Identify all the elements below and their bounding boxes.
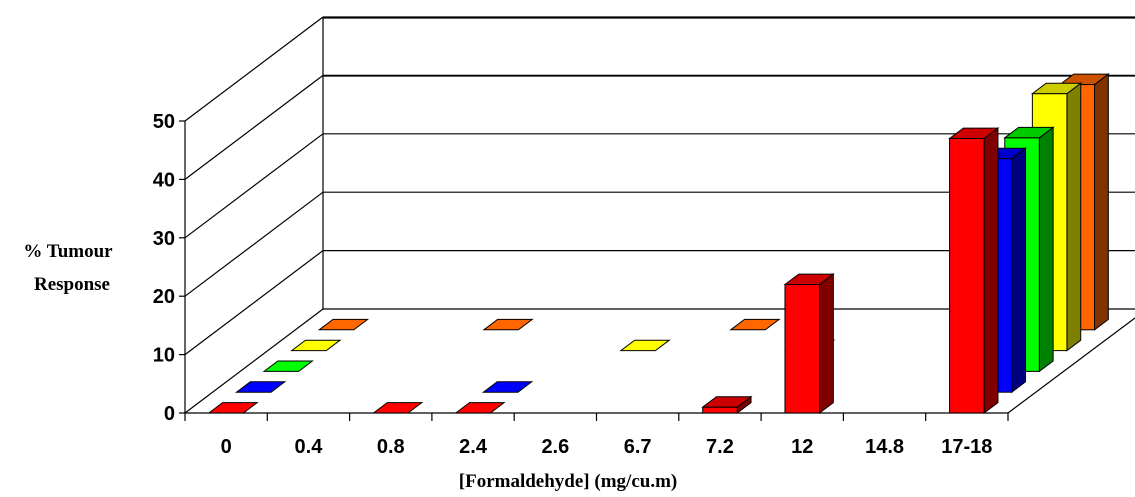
bar-side (1038, 126, 1054, 373)
x-tick-label: 0.4 (295, 436, 324, 458)
bar (371, 402, 424, 414)
x-tick-label: 0 (221, 436, 232, 458)
x-tick-label: 12 (791, 436, 813, 458)
bar-top (701, 396, 753, 408)
bar (948, 127, 1000, 415)
x-tick-label: 6.7 (624, 436, 652, 458)
bar-top (1003, 126, 1055, 139)
grid-diagonal (184, 191, 324, 297)
grid-diagonal (184, 16, 324, 122)
bar-top (262, 360, 314, 372)
x-tick-label: 2.6 (541, 436, 569, 458)
y-tick-label: 40 (153, 169, 175, 191)
bar (207, 402, 259, 414)
bar (729, 318, 781, 331)
bar (454, 402, 506, 414)
floor-right-edge (1007, 317, 1135, 414)
bar-top (1058, 73, 1110, 86)
y-tick-label: 50 (153, 111, 175, 133)
x-axis-ticks: 0 0.4 0.8 2.4 2.6 6.7 7.2 12 14.8 17-18 (184, 413, 1009, 458)
bar (482, 318, 534, 331)
bar (317, 318, 370, 331)
y-tick-label: 30 (153, 228, 175, 250)
bar-front (784, 284, 821, 414)
floor-left-edge (184, 308, 324, 414)
bar (262, 360, 314, 372)
y-axis-ticks: 0 10 20 30 40 50 (153, 111, 185, 425)
bar-top (317, 318, 370, 331)
bar-front (702, 406, 738, 414)
bar-top (454, 402, 506, 414)
bar (290, 339, 342, 352)
bar-side (1011, 147, 1027, 394)
x-tick-label: 0.8 (377, 436, 405, 458)
x-axis-title: [Formaldehyde] (mg/cu.m) (459, 471, 677, 492)
bar-top (482, 318, 534, 331)
bar-top (729, 318, 781, 331)
x-tick-label: 2.4 (459, 436, 488, 458)
y-axis-title-line-1: % Tumour (23, 241, 113, 262)
bar-top (207, 402, 259, 414)
x-tick-label: 14.8 (865, 436, 904, 458)
chart-walls (184, 16, 1135, 414)
bar-top (481, 381, 534, 393)
grid-diagonal (184, 250, 324, 356)
bar-top (948, 127, 1000, 140)
bar (701, 395, 753, 415)
bar (783, 273, 835, 415)
bar-top (234, 381, 287, 393)
y-tick-label: 0 (164, 403, 175, 425)
bar-side (1094, 73, 1109, 331)
bar-top (619, 339, 671, 352)
bar-side (983, 127, 999, 415)
bar (481, 381, 534, 393)
grid-diagonal (184, 74, 324, 180)
bar-front (949, 138, 985, 414)
bar-top (290, 339, 342, 352)
grid-diagonal (184, 133, 324, 239)
y-tick-label: 20 (153, 286, 175, 308)
bar (619, 339, 671, 352)
bars (207, 73, 1110, 415)
bar-side (1066, 82, 1082, 352)
x-tick-label: 7.2 (706, 436, 734, 458)
y-axis-title-line-2: Response (34, 274, 110, 295)
bar-top (783, 273, 835, 286)
bar-side (819, 273, 834, 415)
bar-top (371, 402, 424, 414)
y-tick-label: 10 (153, 345, 175, 367)
bar-top (1030, 82, 1083, 95)
bar (234, 381, 287, 393)
x-tick-label: 17-18 (941, 436, 992, 458)
